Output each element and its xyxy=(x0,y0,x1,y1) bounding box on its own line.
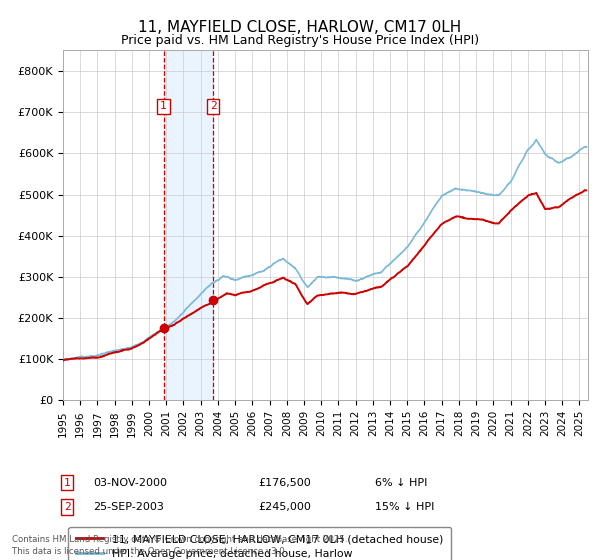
Text: 03-NOV-2000: 03-NOV-2000 xyxy=(93,478,167,488)
Text: 15% ↓ HPI: 15% ↓ HPI xyxy=(375,502,434,512)
Legend: 11, MAYFIELD CLOSE, HARLOW, CM17 0LH (detached house), HPI: Average price, detac: 11, MAYFIELD CLOSE, HARLOW, CM17 0LH (de… xyxy=(68,526,451,560)
Text: Price paid vs. HM Land Registry's House Price Index (HPI): Price paid vs. HM Land Registry's House … xyxy=(121,34,479,46)
Bar xyxy=(164,50,213,400)
Text: 11, MAYFIELD CLOSE, HARLOW, CM17 0LH: 11, MAYFIELD CLOSE, HARLOW, CM17 0LH xyxy=(139,20,461,35)
Text: 2: 2 xyxy=(64,502,71,512)
Text: 2: 2 xyxy=(210,101,217,111)
Text: 1: 1 xyxy=(64,478,71,488)
Text: £176,500: £176,500 xyxy=(258,478,311,488)
Text: £245,000: £245,000 xyxy=(258,502,311,512)
Text: 6% ↓ HPI: 6% ↓ HPI xyxy=(375,478,427,488)
Text: Contains HM Land Registry data © Crown copyright and database right 2025.
This d: Contains HM Land Registry data © Crown c… xyxy=(12,535,347,556)
Text: 25-SEP-2003: 25-SEP-2003 xyxy=(93,502,164,512)
Text: 1: 1 xyxy=(160,101,167,111)
